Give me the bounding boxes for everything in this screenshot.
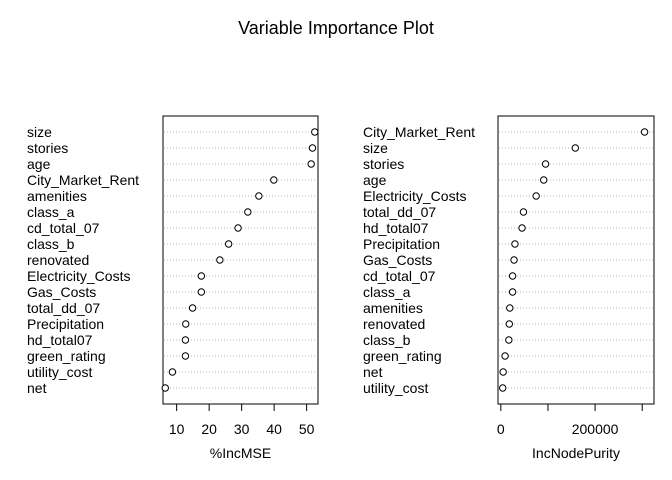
- data-point: [197, 288, 206, 296]
- data-point: [532, 192, 540, 200]
- category-label: cd_total_07: [363, 268, 436, 284]
- data-point: [307, 160, 315, 168]
- data-point: [255, 192, 263, 200]
- data-point: [519, 208, 528, 216]
- data-point: [541, 160, 550, 168]
- category-label: City_Market_Rent: [363, 124, 475, 140]
- data-point: [197, 272, 206, 280]
- category-label: net: [27, 380, 47, 396]
- category-label: hd_total07: [363, 220, 429, 236]
- data-point: [244, 208, 252, 216]
- category-label: green_rating: [363, 348, 442, 364]
- data-point: [182, 320, 190, 328]
- category-label: class_a: [363, 284, 411, 300]
- data-point: [505, 320, 514, 328]
- category-label: class_a: [27, 204, 75, 220]
- chart-title: Variable Importance Plot: [238, 18, 434, 38]
- category-label: green_rating: [27, 348, 106, 364]
- data-point: [499, 368, 507, 376]
- data-point: [510, 256, 518, 264]
- x-tick-label: 50: [299, 421, 315, 437]
- x-axis-label: %IncMSE: [210, 445, 271, 461]
- category-label: amenities: [27, 188, 87, 204]
- data-point: [181, 336, 190, 344]
- category-label: hd_total07: [27, 332, 93, 348]
- x-tick-label: 0: [497, 421, 505, 437]
- data-point: [505, 336, 513, 344]
- data-point: [508, 272, 517, 280]
- category-label: size: [27, 124, 52, 140]
- category-label: total_dd_07: [27, 300, 100, 316]
- category-label: Electricity_Costs: [363, 188, 466, 204]
- category-label: utility_cost: [27, 364, 92, 380]
- category-label: stories: [27, 140, 68, 156]
- data-point: [308, 144, 317, 152]
- plot-frame: [497, 115, 655, 405]
- category-label: class_b: [27, 236, 75, 252]
- data-point: [640, 128, 649, 136]
- category-label: renovated: [363, 316, 425, 332]
- data-point: [234, 224, 242, 232]
- data-point: [161, 384, 169, 392]
- category-label: Precipitation: [363, 236, 440, 252]
- data-point: [499, 384, 507, 392]
- data-point: [216, 256, 224, 264]
- category-label: age: [363, 172, 387, 188]
- category-label: cd_total_07: [27, 220, 100, 236]
- category-label: net: [363, 364, 383, 380]
- category-label: age: [27, 156, 51, 172]
- category-label: Precipitation: [27, 316, 104, 332]
- x-tick-label: 20: [201, 421, 217, 437]
- incmse-panel: sizestoriesageCity_Market_Rentamenitiesc…: [27, 115, 319, 461]
- data-point: [224, 240, 233, 248]
- data-point: [181, 352, 190, 360]
- x-tick-label: 200000: [572, 421, 619, 437]
- data-point: [571, 144, 579, 152]
- data-point: [540, 176, 548, 184]
- incnodepurity-panel: City_Market_RentsizestoriesageElectricit…: [363, 115, 655, 461]
- category-label: class_b: [363, 332, 411, 348]
- category-label: utility_cost: [363, 380, 428, 396]
- data-point: [518, 224, 526, 232]
- data-point: [270, 176, 278, 184]
- data-point: [501, 352, 509, 360]
- category-label: Gas_Costs: [363, 252, 432, 268]
- plot-frame: [162, 115, 319, 405]
- category-label: Electricity_Costs: [27, 268, 130, 284]
- category-label: stories: [363, 156, 404, 172]
- category-label: amenities: [363, 300, 423, 316]
- category-label: Gas_Costs: [27, 284, 96, 300]
- data-point: [508, 288, 517, 296]
- x-tick-label: 30: [234, 421, 250, 437]
- category-label: total_dd_07: [363, 204, 436, 220]
- data-point: [506, 304, 514, 312]
- data-point: [188, 304, 197, 312]
- category-label: size: [363, 140, 388, 156]
- data-point: [311, 128, 319, 136]
- data-point: [168, 368, 177, 376]
- x-tick-label: 10: [169, 421, 185, 437]
- x-tick-label: 40: [266, 421, 282, 437]
- data-point: [511, 240, 519, 248]
- x-axis-label: IncNodePurity: [532, 445, 620, 461]
- category-label: renovated: [27, 252, 89, 268]
- category-label: City_Market_Rent: [27, 172, 139, 188]
